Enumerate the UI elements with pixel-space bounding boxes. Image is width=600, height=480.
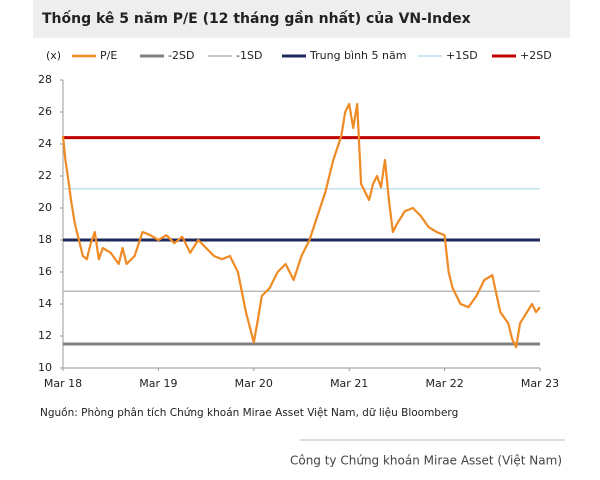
y-tick-label: 24 bbox=[38, 137, 52, 150]
x-tick-label: Mar 18 bbox=[44, 377, 82, 390]
y-tick-label: 14 bbox=[38, 297, 52, 310]
chart-title: Thống kê 5 năm P/E (12 tháng gần nhất) c… bbox=[42, 10, 471, 27]
x-tick-label: Mar 20 bbox=[235, 377, 273, 390]
source-note: Nguồn: Phòng phân tích Chứng khoán Mirae… bbox=[40, 407, 458, 419]
x-tick-label: Mar 23 bbox=[521, 377, 559, 390]
legend-label: +1SD bbox=[446, 49, 478, 62]
y-tick-label: 26 bbox=[38, 105, 52, 118]
legend-label: -1SD bbox=[236, 49, 262, 62]
legend-label: P/E bbox=[100, 49, 117, 62]
title-bar bbox=[33, 0, 570, 38]
y-tick-label: 22 bbox=[38, 169, 52, 182]
legend-label: -2SD bbox=[168, 49, 194, 62]
legend-label: +2SD bbox=[520, 49, 552, 62]
x-tick-label: Mar 19 bbox=[139, 377, 177, 390]
x-tick-label: Mar 21 bbox=[330, 377, 368, 390]
y-tick-label: 10 bbox=[38, 361, 52, 374]
legend-label: Trung bình 5 năm bbox=[309, 49, 406, 62]
y-tick-label: 12 bbox=[38, 329, 52, 342]
pe-line bbox=[61, 102, 541, 349]
y-tick-label: 18 bbox=[38, 233, 52, 246]
company: Công ty Chứng khoán Mirae Asset (Việt Na… bbox=[290, 454, 562, 468]
y-unit: (x) bbox=[46, 49, 61, 62]
y-tick-label: 20 bbox=[38, 201, 52, 214]
y-tick-label: 16 bbox=[38, 265, 52, 278]
x-tick-label: Mar 22 bbox=[425, 377, 463, 390]
y-tick-label: 28 bbox=[38, 73, 52, 86]
